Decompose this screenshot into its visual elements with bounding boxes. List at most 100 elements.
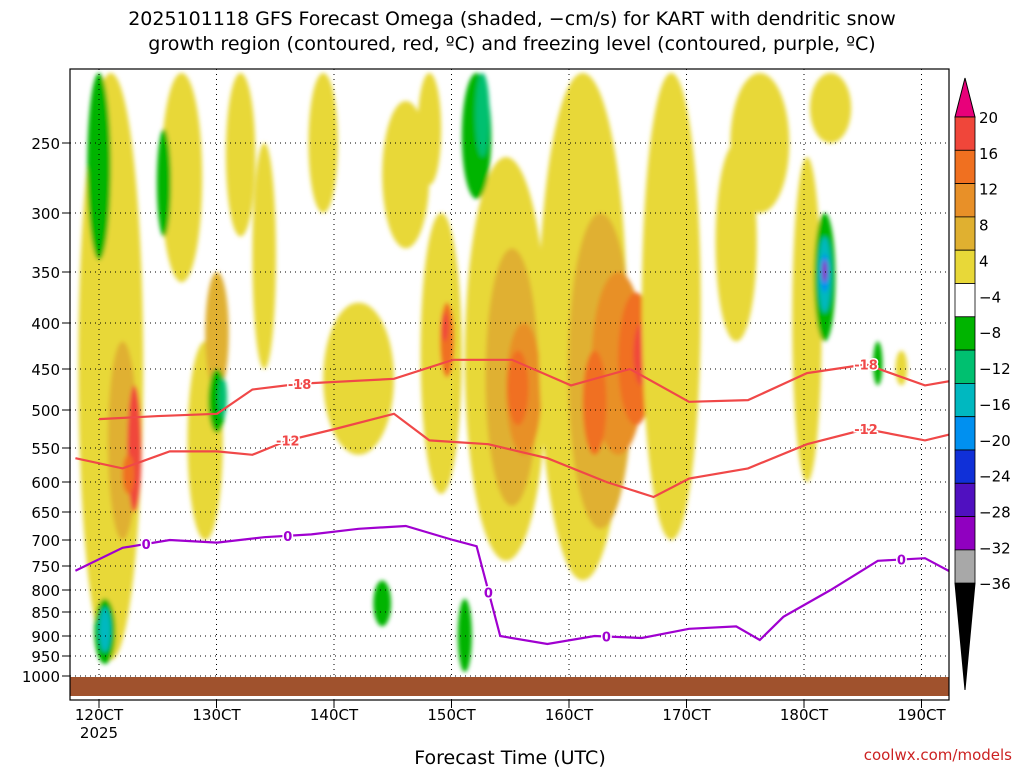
- contour-label: 0: [283, 530, 292, 545]
- colorbar-label: −20: [979, 432, 1011, 450]
- colorbar-label: 16: [979, 145, 998, 163]
- contour-line: [75, 412, 949, 499]
- omega-region: [475, 73, 490, 157]
- chart-title-line-2: growth region (contoured, red, ºC) and f…: [148, 33, 875, 55]
- y-tick-label: 700: [31, 532, 60, 550]
- colorbar-segment: [954, 349, 976, 384]
- contour-label: -18: [288, 378, 312, 393]
- omega-region: [441, 312, 449, 342]
- y-tick-label: 650: [31, 504, 60, 522]
- omega-region: [122, 454, 135, 494]
- omega-region: [873, 341, 883, 386]
- x-axis: 120CT 130CT 140CT 150CT 160CT 170CT 180CT 190CT: [75, 700, 946, 724]
- y-tick-label: 950: [31, 648, 60, 666]
- plot-frame: [69, 68, 950, 701]
- colorbar-segment: [954, 77, 976, 118]
- omega-region: [457, 598, 472, 673]
- omega-region: [308, 73, 338, 213]
- x-tick-label: 190CT: [897, 706, 946, 724]
- omega-region: [160, 73, 203, 283]
- ground-surface: [70, 677, 949, 696]
- omega-region: [417, 73, 442, 185]
- colorbar-label: −8: [979, 324, 1001, 342]
- contour-line: [98, 358, 949, 421]
- colorbar-label: −28: [979, 503, 1011, 521]
- y-tick-label: 600: [31, 474, 60, 492]
- contour-label: -12: [276, 434, 300, 449]
- colorbar-segment: [954, 316, 976, 351]
- y-tick-label: 800: [31, 582, 60, 600]
- colorbar-segment: [954, 416, 976, 451]
- colorbar-segment: [954, 183, 976, 218]
- credit-text: coolwx.com/models: [864, 746, 1012, 764]
- chart-title-line-1: 2025101118 GFS Forecast Omega (shaded, −…: [128, 8, 896, 30]
- colorbar-label: −4: [979, 288, 1001, 306]
- y-tick-label: 750: [31, 558, 60, 576]
- contour-label: 0: [484, 587, 493, 602]
- y-tick-label: 850: [31, 604, 60, 622]
- omega-region: [225, 73, 256, 237]
- omega-region: [252, 143, 276, 369]
- colorbar-segment: [954, 449, 976, 484]
- x-year-label: 2025: [80, 724, 118, 742]
- x-tick-label: 130CT: [192, 706, 241, 724]
- colorbar-segment: [954, 116, 976, 151]
- colorbar-segment: [954, 249, 976, 284]
- colorbar-segment: [954, 283, 976, 318]
- y-tick-label: 900: [31, 628, 60, 646]
- x-axis-label: Forecast Time (UTC): [414, 747, 605, 768]
- y-axis: 250 300 350 400 450 500 550 600 650 700 750 800 850 9…: [22, 135, 70, 686]
- omega-region: [382, 101, 430, 249]
- omega-shading: [78, 73, 908, 673]
- colorbar-segment: [954, 516, 976, 551]
- colorbar-segment: [954, 582, 976, 691]
- omega-region: [809, 73, 852, 143]
- colorbar: 20 16 12 8 4 −4 −8 −12 −16 −20 −24 −28 −32 −36: [954, 77, 1011, 691]
- omega-region: [87, 73, 111, 261]
- contour-label: 0: [142, 538, 151, 553]
- omega-region: [373, 580, 392, 627]
- colorbar-segment: [954, 149, 976, 185]
- colorbar-segment: [954, 382, 976, 418]
- omega-region: [205, 272, 229, 394]
- y-tick-label: 550: [31, 440, 60, 458]
- y-tick-label: 500: [31, 402, 60, 420]
- omega-region: [156, 129, 171, 237]
- contour-lines: -18 -18 -12 -12 0 0 0 0 0: [74, 357, 949, 647]
- x-tick-label: 150CT: [427, 706, 476, 724]
- y-tick-label: 400: [31, 315, 60, 333]
- omega-region: [895, 350, 908, 386]
- contour-label: -12: [854, 423, 878, 438]
- colorbar-segment: [954, 549, 976, 584]
- y-tick-label: 300: [31, 205, 60, 223]
- contour-label: -18: [854, 358, 878, 373]
- colorbar-label: −36: [979, 575, 1011, 593]
- colorbar-segment: [954, 482, 976, 517]
- omega-region: [822, 260, 828, 283]
- colorbar-label: −12: [979, 360, 1011, 378]
- colorbar-label: −16: [979, 396, 1011, 414]
- contour-label: 0: [897, 554, 906, 569]
- colorbar-label: 12: [979, 181, 998, 199]
- y-tick-label: 250: [31, 135, 60, 153]
- colorbar-label: 4: [979, 252, 989, 270]
- y-tick-label: 1000: [22, 668, 60, 686]
- contour-line: [74, 524, 949, 646]
- omega-region: [99, 607, 111, 652]
- omega-region: [715, 143, 757, 342]
- y-tick-label: 350: [31, 264, 60, 282]
- y-tick-label: 450: [31, 361, 60, 379]
- colorbar-label: −32: [979, 539, 1011, 557]
- x-tick-label: 180CT: [780, 706, 829, 724]
- omega-region: [792, 157, 822, 482]
- omega-region: [582, 350, 607, 455]
- x-tick-label: 140CT: [310, 706, 359, 724]
- omega-region: [323, 302, 394, 455]
- x-tick-label: 170CT: [662, 706, 711, 724]
- colorbar-label: −24: [979, 468, 1011, 486]
- colorbar-segment: [954, 216, 976, 251]
- x-tick-label: 160CT: [545, 706, 594, 724]
- x-tick-label: 120CT: [75, 706, 124, 724]
- contour-label: 0: [602, 631, 611, 646]
